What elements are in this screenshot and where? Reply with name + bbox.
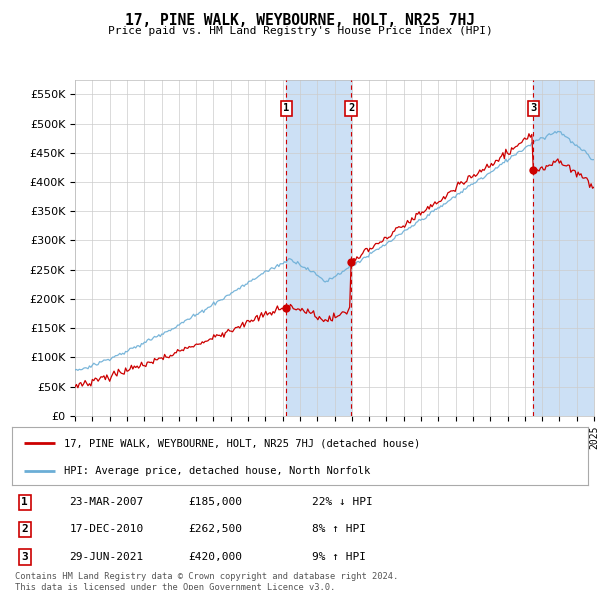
- Bar: [533, 80, 594, 416]
- Text: 23-MAR-2007: 23-MAR-2007: [70, 497, 144, 507]
- Text: 17, PINE WALK, WEYBOURNE, HOLT, NR25 7HJ: 17, PINE WALK, WEYBOURNE, HOLT, NR25 7HJ: [125, 13, 475, 28]
- Text: 9% ↑ HPI: 9% ↑ HPI: [311, 552, 365, 562]
- Text: £420,000: £420,000: [188, 552, 242, 562]
- Text: 17, PINE WALK, WEYBOURNE, HOLT, NR25 7HJ (detached house): 17, PINE WALK, WEYBOURNE, HOLT, NR25 7HJ…: [64, 438, 420, 448]
- Text: 2: 2: [348, 103, 354, 113]
- Text: 17-DEC-2010: 17-DEC-2010: [70, 525, 144, 535]
- Text: HPI: Average price, detached house, North Norfolk: HPI: Average price, detached house, Nort…: [64, 466, 370, 476]
- Text: 1: 1: [283, 103, 290, 113]
- Text: 3: 3: [530, 103, 536, 113]
- Text: 8% ↑ HPI: 8% ↑ HPI: [311, 525, 365, 535]
- Text: 3: 3: [21, 552, 28, 562]
- Text: Price paid vs. HM Land Registry's House Price Index (HPI): Price paid vs. HM Land Registry's House …: [107, 26, 493, 36]
- Bar: [286, 80, 351, 416]
- Text: 29-JUN-2021: 29-JUN-2021: [70, 552, 144, 562]
- Text: 1: 1: [21, 497, 28, 507]
- Text: £262,500: £262,500: [188, 525, 242, 535]
- Text: 2: 2: [21, 525, 28, 535]
- Text: 22% ↓ HPI: 22% ↓ HPI: [311, 497, 372, 507]
- Text: £185,000: £185,000: [188, 497, 242, 507]
- Text: Contains HM Land Registry data © Crown copyright and database right 2024.
This d: Contains HM Land Registry data © Crown c…: [15, 572, 398, 590]
